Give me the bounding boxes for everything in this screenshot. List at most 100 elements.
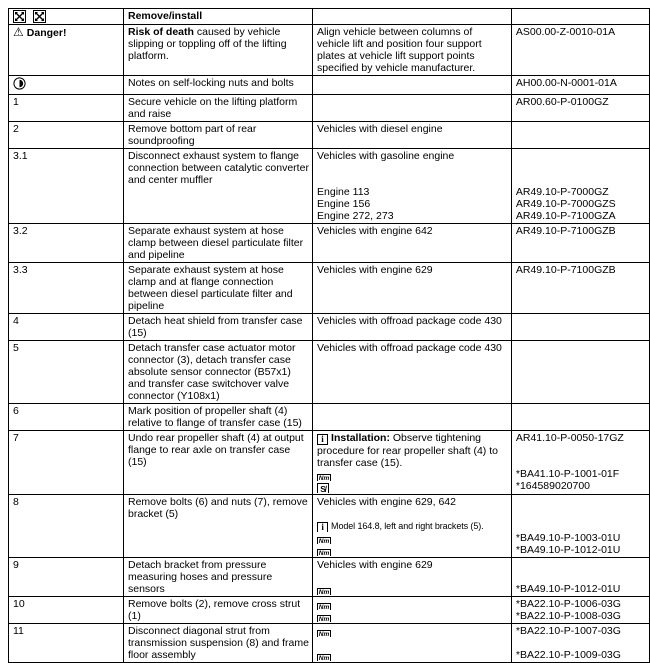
condition-cell bbox=[312, 403, 512, 431]
step-cell: 3.1 bbox=[8, 148, 124, 224]
task-cell: Remove bolts (6) and nuts (7), remove br… bbox=[122, 494, 314, 558]
torque-nm-icon: Nm bbox=[317, 536, 332, 544]
code-cell: *BA49.10-P-1003-01U *BA49.10-P-1012-01U bbox=[510, 494, 650, 558]
condition-cell: Vehicles with engine 642 bbox=[312, 223, 512, 263]
step-cell: 5 bbox=[8, 340, 124, 404]
procedure-table: Remove/install ⚠ Danger! Risk of death ca… bbox=[8, 8, 650, 663]
document-code: *BA22.10-P-1009-03G bbox=[515, 649, 621, 661]
condition-line: Engine 113 bbox=[317, 186, 370, 198]
condition-text: Align vehicle between columns of vehicle… bbox=[317, 26, 482, 74]
document-code: AH00.00-N-0001-01A bbox=[515, 77, 617, 89]
condition-cell: Vehicles with offroad package code 430 bbox=[312, 313, 512, 341]
task-cell: Separate exhaust system at hose clamp an… bbox=[122, 262, 314, 314]
step-cell bbox=[8, 75, 124, 95]
task-cell: Disconnect exhaust system to flange conn… bbox=[122, 148, 314, 224]
step-cell: 10 bbox=[8, 596, 124, 624]
code-cell: *BA22.10-P-1006-03G *BA22.10-P-1008-03G bbox=[510, 596, 650, 624]
task-text: Mark position of propeller shaft (4) rel… bbox=[128, 405, 302, 429]
condition-text: Vehicles with engine 642 bbox=[317, 225, 433, 237]
task-text: caused by vehicle slipping or toppling o… bbox=[128, 26, 287, 62]
document-code: *BA22.10-P-1008-03G bbox=[515, 610, 621, 622]
task-cell: Disconnect diagonal strut from transmiss… bbox=[122, 623, 314, 663]
code-cell: AR41.10-P-0050-17GZ *BA41.10-P-1001-01F … bbox=[510, 430, 650, 495]
document-code: *BA49.10-P-1003-01U bbox=[515, 532, 621, 544]
model-note: Model 164.8, left and right brackets (5)… bbox=[331, 521, 484, 531]
task-text: Disconnect exhaust system to flange conn… bbox=[128, 150, 309, 186]
task-text: Notes on self-locking nuts and bolts bbox=[128, 77, 294, 89]
code-cell: AR49.10-P-7100GZB bbox=[510, 223, 650, 263]
row-1: 1 Secure vehicle on the lifting platform… bbox=[8, 94, 650, 122]
row-7: 7 Undo rear propeller shaft (4) at outpu… bbox=[8, 430, 650, 495]
code-cell: AR49.10-P-7100GZB bbox=[510, 262, 650, 314]
row-notes: Notes on self-locking nuts and bolts AH0… bbox=[8, 75, 650, 95]
step-cell: 3.2 bbox=[8, 223, 124, 263]
document-code: AR49.10-P-7000GZS bbox=[515, 198, 616, 210]
row-danger: ⚠ Danger! Risk of death caused by vehicle… bbox=[8, 24, 650, 76]
task-cell: Remove bottom part of rear soundproofing bbox=[122, 121, 314, 149]
row-3-1: 3.1 Disconnect exhaust system to flange … bbox=[8, 148, 650, 224]
task-text: Undo rear propeller shaft (4) at output … bbox=[128, 432, 304, 468]
row-3-3: 3.3 Separate exhaust system at hose clam… bbox=[8, 262, 650, 314]
header-code-cell bbox=[510, 8, 650, 25]
code-cell: AS00.00-Z-0010-01A bbox=[510, 24, 650, 76]
task-cell: Risk of death caused by vehicle slipping… bbox=[122, 24, 314, 76]
code-cell bbox=[510, 313, 650, 341]
step-cell: 3.3 bbox=[8, 262, 124, 314]
special-tool-icon: S̸ bbox=[317, 483, 330, 493]
document-code: AR49.10-P-7100GZA bbox=[515, 210, 616, 222]
condition-line: Vehicles with engine 629 bbox=[317, 559, 433, 571]
task-text: Detach heat shield from transfer case (1… bbox=[128, 315, 303, 339]
info-icon: i bbox=[317, 434, 329, 445]
task-cell: Undo rear propeller shaft (4) at output … bbox=[122, 430, 314, 495]
info-icon: i bbox=[317, 522, 329, 532]
torque-nm-icon: Nm bbox=[317, 653, 332, 661]
step-cell: 11 bbox=[8, 623, 124, 663]
condition-text: Vehicles with offroad package code 430 bbox=[317, 342, 502, 354]
condition-text: Vehicles with diesel engine bbox=[317, 123, 443, 135]
row-3-2: 3.2 Separate exhaust system at hose clam… bbox=[8, 223, 650, 263]
header-remove-install: Remove/install bbox=[122, 8, 314, 25]
task-text: Remove bolts (2), remove cross strut (1) bbox=[128, 598, 301, 622]
torque-nm-icon: Nm bbox=[317, 629, 332, 637]
document-code: AR49.10-P-7100GZB bbox=[515, 225, 616, 237]
header-symbol-cell bbox=[8, 8, 124, 25]
step-cell: 2 bbox=[8, 121, 124, 149]
task-text: Separate exhaust system at hose clamp an… bbox=[128, 264, 293, 312]
task-cell: Separate exhaust system at hose clamp be… bbox=[122, 223, 314, 263]
document-code: *BA41.10-P-1001-01F bbox=[515, 468, 620, 480]
task-cell: Secure vehicle on the lifting platform a… bbox=[122, 94, 314, 122]
condition-line: Vehicles with gasoline engine bbox=[317, 150, 455, 162]
condition-cell: Nm Nm bbox=[312, 623, 512, 663]
step-cell: 9 bbox=[8, 557, 124, 597]
torque-nm-icon: Nm bbox=[317, 614, 332, 622]
document-code: *164589020700 bbox=[515, 480, 591, 492]
danger-warning-icon: ⚠ bbox=[13, 25, 24, 39]
torque-nm-icon: Nm bbox=[317, 587, 332, 595]
step-cell: ⚠ Danger! bbox=[8, 24, 124, 76]
task-text: Disconnect diagonal strut from transmiss… bbox=[128, 625, 309, 661]
row-6: 6 Mark position of propeller shaft (4) r… bbox=[8, 403, 650, 431]
task-cell: Mark position of propeller shaft (4) rel… bbox=[122, 403, 314, 431]
row-9: 9 Detach bracket from pressure measuring… bbox=[8, 557, 650, 597]
document-code: AR41.10-P-0050-17GZ bbox=[515, 432, 624, 444]
document-code: *BA22.10-P-1006-03G bbox=[515, 598, 621, 610]
condition-cell bbox=[312, 75, 512, 95]
row-8: 8 Remove bolts (6) and nuts (7), remove … bbox=[8, 494, 650, 558]
condition-cell: Vehicles with engine 629 Nm bbox=[312, 557, 512, 597]
row-11: 11 Disconnect diagonal strut from transm… bbox=[8, 623, 650, 663]
task-cell: Detach transfer case actuator motor conn… bbox=[122, 340, 314, 404]
condition-cell: i Installation: Observe tightening proced… bbox=[312, 430, 512, 495]
row-10: 10 Remove bolts (2), remove cross strut … bbox=[8, 596, 650, 624]
vehicle-lift-icon bbox=[13, 10, 26, 23]
task-text: Detach bracket from pressure measuring h… bbox=[128, 559, 273, 595]
step-cell: 8 bbox=[8, 494, 124, 558]
step-cell: 7 bbox=[8, 430, 124, 495]
task-bold: Risk of death bbox=[128, 26, 194, 38]
row-2: 2 Remove bottom part of rear soundproofi… bbox=[8, 121, 650, 149]
code-cell bbox=[510, 340, 650, 404]
task-cell: Remove bolts (2), remove cross strut (1) bbox=[122, 596, 314, 624]
document-code: *BA22.10-P-1007-03G bbox=[515, 625, 621, 637]
vehicle-lift-icon bbox=[32, 10, 46, 23]
task-cell: Notes on self-locking nuts and bolts bbox=[122, 75, 314, 95]
code-cell: AR00.60-P-0100GZ bbox=[510, 94, 650, 122]
